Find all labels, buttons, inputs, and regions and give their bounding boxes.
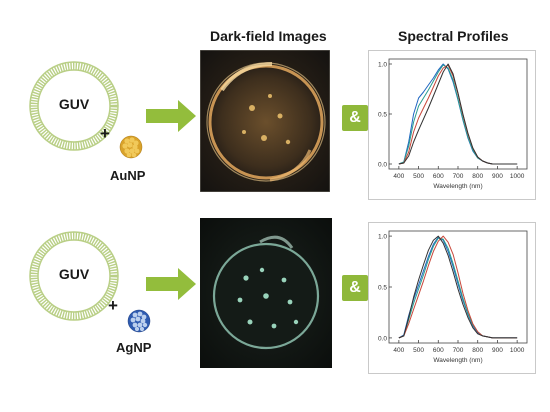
y-tick-label: 1.0 xyxy=(378,234,387,241)
x-tick-label: 700 xyxy=(453,173,464,180)
spectrum-series-line-2 xyxy=(398,64,518,165)
guv-vesicle-icon: GUV xyxy=(28,230,120,322)
agnp-label: AgNP xyxy=(116,340,152,355)
ampersand-badge: & xyxy=(342,105,368,131)
x-tick-label: 400 xyxy=(393,347,404,354)
spectrum-chart-gold: 0.0 0.5 1.0 400 500 600 700 800 900 1000 Wavelengt… xyxy=(368,50,536,200)
x-tick-label: 1000 xyxy=(510,173,525,180)
right-arrow-icon xyxy=(146,268,196,300)
dark-field-image-silver xyxy=(200,218,332,368)
x-tick-label: 900 xyxy=(492,347,503,354)
gold-nanoparticle-icon xyxy=(118,134,144,160)
dark-field-heading: Dark-field Images xyxy=(210,28,327,44)
guv-label: GUV xyxy=(58,266,90,282)
aunp-label: AuNP xyxy=(110,168,146,183)
guv-vesicle-icon: GUV xyxy=(28,60,120,152)
y-tick-label: 0.0 xyxy=(378,335,387,342)
y-tick-label: 0.5 xyxy=(378,112,387,119)
spectral-profiles-heading: Spectral Profiles xyxy=(398,28,509,44)
spectrum-series-line-1 xyxy=(398,63,518,165)
row-aunp: GUV + AuNP xyxy=(0,48,550,213)
x-tick-label: 600 xyxy=(433,347,444,354)
plot-frame xyxy=(388,230,528,344)
x-tick-label: 500 xyxy=(413,173,424,180)
y-tick-label: 1.0 xyxy=(378,62,387,69)
dark-field-image-gold xyxy=(199,49,331,193)
spectrum-plot-gold: 0.0 0.5 1.0 400 500 600 700 800 900 1000 Wavelengt… xyxy=(378,58,528,190)
right-arrow-icon xyxy=(146,100,196,132)
x-tick-label: 700 xyxy=(453,347,464,354)
x-tick-label: 800 xyxy=(472,173,483,180)
x-axis-label: Wavelength (nm) xyxy=(433,357,482,364)
x-tick-label: 900 xyxy=(492,173,503,180)
silver-nanoparticle-icon xyxy=(126,308,152,334)
spectrum-plot-silver: 0.0 0.5 1.0 400 500 600 700 800 900 1000 Wavelengt… xyxy=(378,230,528,364)
x-axis-label: Wavelength (nm) xyxy=(433,183,482,190)
row-agnp: GUV + AgNP xyxy=(0,218,550,388)
x-tick-label: 400 xyxy=(393,173,404,180)
spectrum-chart-silver: 0.0 0.5 1.0 400 500 600 700 800 900 1000 Wavelengt… xyxy=(368,222,536,374)
y-tick-label: 0.0 xyxy=(378,162,387,169)
y-tick-label: 0.5 xyxy=(378,285,387,292)
plus-sign: + xyxy=(108,296,118,315)
x-tick-label: 500 xyxy=(413,347,424,354)
x-tick-label: 1000 xyxy=(510,347,525,354)
plus-sign: + xyxy=(100,124,110,143)
spectrum-series-line-3 xyxy=(398,64,518,165)
ampersand-badge: & xyxy=(342,275,368,301)
x-tick-label: 600 xyxy=(433,173,444,180)
guv-label: GUV xyxy=(58,96,90,112)
spectrum-series-line-4 xyxy=(398,63,518,165)
x-tick-label: 800 xyxy=(472,347,483,354)
spectrum-series-line-4 xyxy=(398,235,518,339)
